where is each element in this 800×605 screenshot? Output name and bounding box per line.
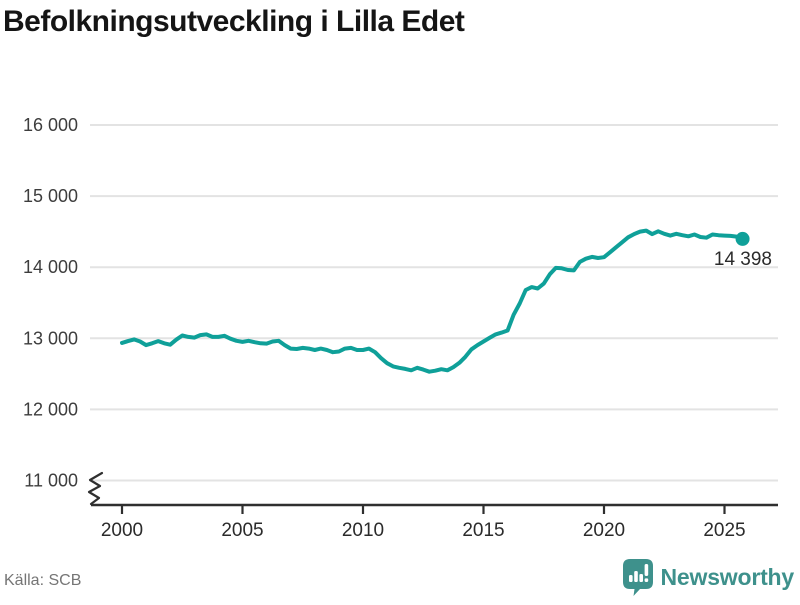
x-axis-tick-label: 2020 — [583, 520, 625, 541]
newsworthy-chart-bubble-icon — [622, 559, 653, 596]
newsworthy-logo-text: Newsworthy — [660, 563, 795, 590]
last-value-label: 14 398 — [714, 249, 772, 270]
source-note: Källa: SCB — [4, 572, 82, 589]
chart-title: Befolkningsutveckling i Lilla Edet — [3, 5, 465, 38]
y-axis-tick-label: 13 000 — [23, 328, 78, 348]
x-axis-tick-label: 2005 — [221, 520, 263, 541]
axis-break-zigzag-icon — [87, 471, 104, 506]
y-axis-tick-label: 11 000 — [24, 471, 78, 491]
x-axis-tick-label: 2000 — [101, 520, 143, 541]
x-axis-tick-label: 2015 — [462, 520, 504, 541]
x-axis-tick-label: 2025 — [703, 520, 745, 541]
y-axis-tick-label: 15 000 — [23, 186, 78, 206]
population-series-line — [120, 228, 745, 374]
newsworthy-logo[interactable]: Newsworthy — [622, 558, 794, 596]
y-axis-tick-label: 14 000 — [23, 257, 78, 277]
end-point-dot — [735, 231, 750, 246]
y-axis-tick-label: 12 000 — [23, 399, 78, 419]
y-axis-tick-label: 16 000 — [23, 115, 78, 135]
x-axis-tick-label: 2010 — [342, 520, 384, 541]
